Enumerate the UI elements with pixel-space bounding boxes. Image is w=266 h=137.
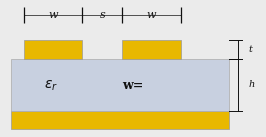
Bar	[122, 40, 181, 59]
Text: t: t	[249, 45, 253, 54]
Text: s: s	[99, 10, 105, 20]
Text: w=: w=	[122, 79, 144, 92]
Bar	[11, 59, 229, 111]
Text: h: h	[249, 80, 255, 89]
Text: $\varepsilon_r$: $\varepsilon_r$	[44, 78, 57, 93]
Bar	[24, 40, 82, 59]
Text: w: w	[147, 10, 156, 20]
Text: w: w	[48, 10, 58, 20]
Bar	[11, 111, 229, 129]
